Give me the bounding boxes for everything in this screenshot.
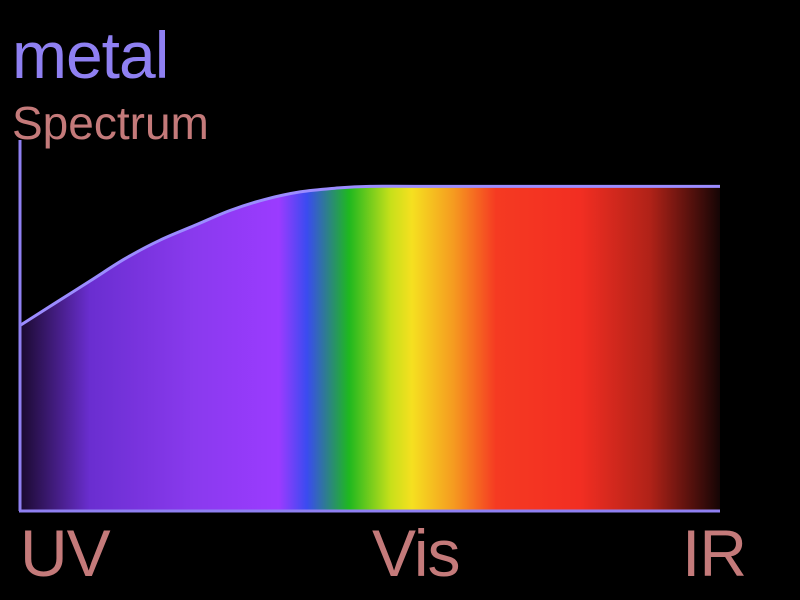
page-title: metal bbox=[12, 18, 169, 92]
x-label-ir: IR bbox=[682, 516, 747, 590]
spectrum-curve bbox=[19, 184, 720, 327]
x-label-uv: UV bbox=[20, 516, 111, 590]
page-subtitle: Spectrum bbox=[12, 97, 209, 149]
spectrum-area bbox=[20, 186, 720, 511]
x-label-vis: Vis bbox=[372, 516, 460, 590]
